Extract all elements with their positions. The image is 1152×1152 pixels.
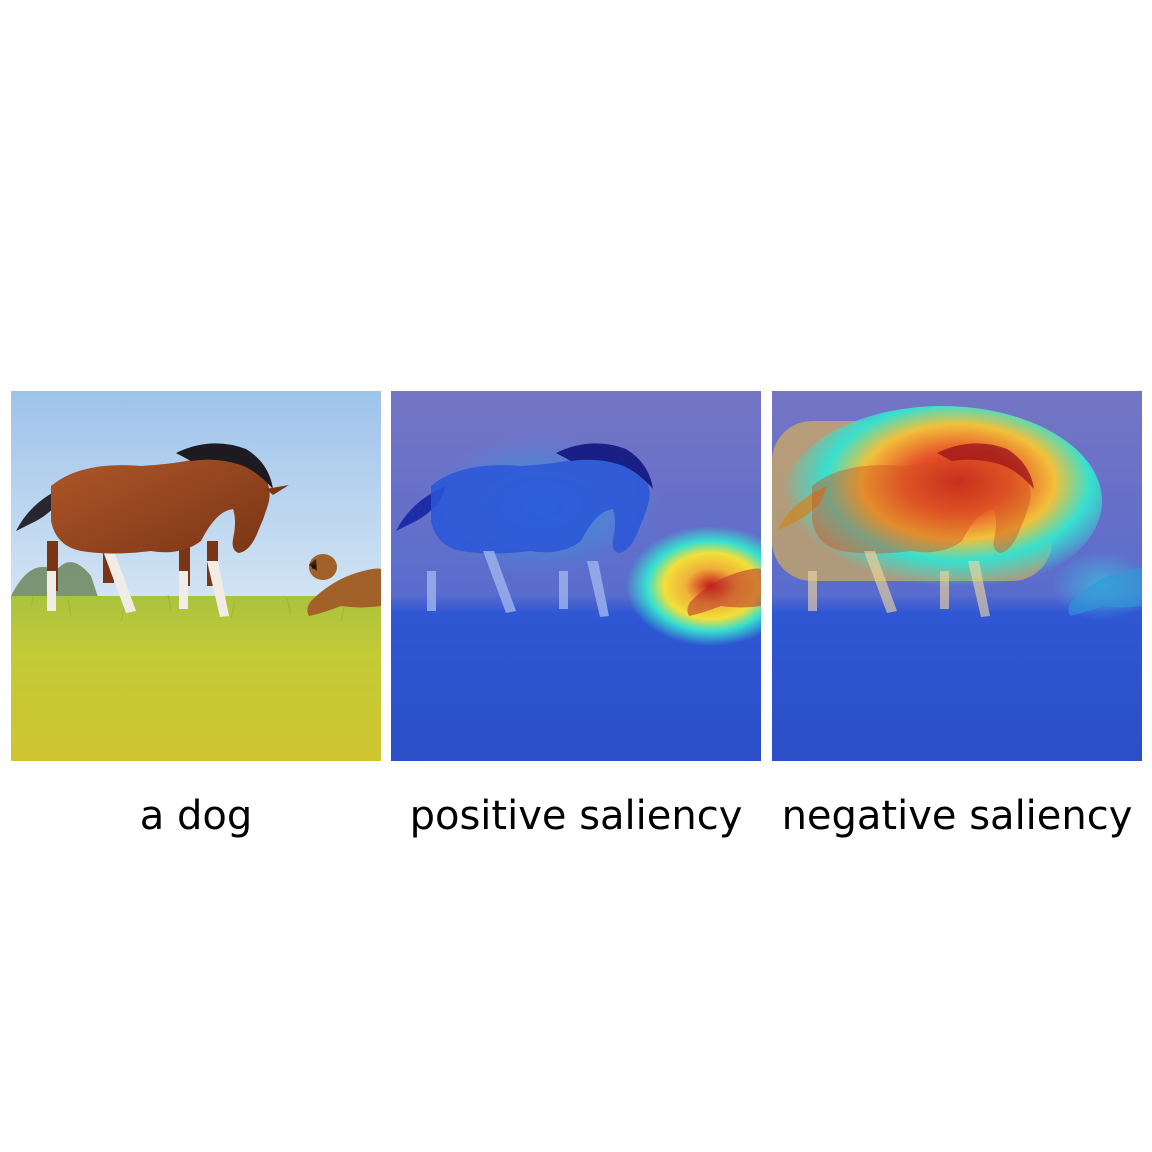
negative-saliency-heatmap [772,391,1142,761]
original-photo-panel [11,391,381,761]
caption-positive-saliency: positive saliency [409,793,743,839]
positive-saliency-panel [391,391,761,761]
negative-saliency-panel [772,391,1142,761]
caption-negative-saliency: negative saliency [781,793,1133,839]
positive-saliency-heatmap [391,391,761,761]
caption-original: a dog [139,793,253,839]
horse-and-dog-photo [11,391,381,761]
